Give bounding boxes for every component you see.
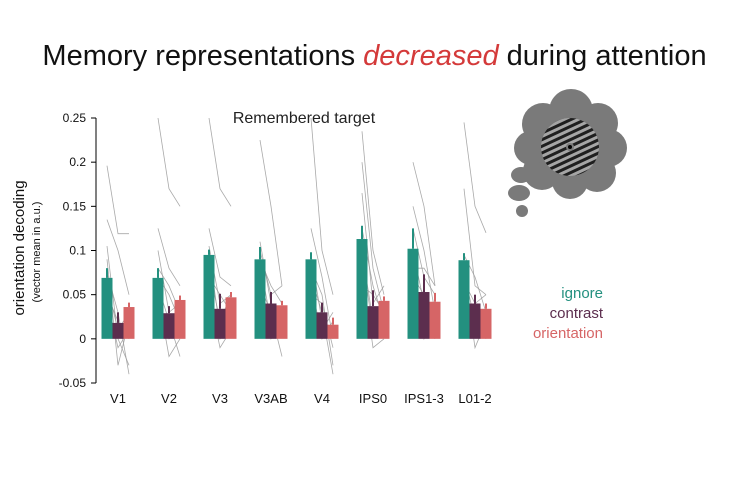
legend-contrast: contrast	[549, 305, 603, 322]
bar-ignore-IPS1-3	[407, 248, 419, 339]
bars-layer	[101, 225, 492, 339]
y-axis-label: orientation decoding	[11, 180, 28, 315]
x-tick-label-IPS0: IPS0	[359, 391, 387, 406]
y-tick-label: -0.05	[59, 376, 87, 390]
bar-orientation-V3AB	[276, 305, 288, 339]
subject-line	[412, 162, 436, 286]
subject-line	[361, 162, 385, 313]
bar-ignore-V4	[305, 259, 317, 339]
x-tick-label-V4: V4	[314, 391, 330, 406]
subject-line	[208, 117, 232, 207]
bar-orientation-IPS0	[378, 300, 390, 339]
subject-line	[463, 188, 487, 296]
bar-ignore-IPS0	[356, 239, 368, 339]
y-axis-sublabel: (vector mean in a.u.)	[31, 202, 43, 303]
subject-line	[259, 140, 283, 286]
x-tick-labels: V1 V2 V3 V3AB V4 IPS0 IPS1-3 L01-2	[110, 391, 492, 406]
y-tick-label: 0.2	[69, 155, 86, 169]
y-tick-label: 0.05	[63, 288, 87, 302]
x-tick-label-V3: V3	[212, 391, 228, 406]
bar-ignore-V3AB	[254, 259, 266, 339]
bar-contrast-V1	[112, 322, 124, 339]
bar-orientation-V4	[327, 324, 339, 339]
slide-title: Memory representations decreased during …	[0, 40, 749, 73]
bar-ignore-L01-2	[458, 260, 470, 339]
subject-line	[412, 206, 436, 313]
bar-contrast-V3	[214, 308, 226, 339]
subject-line	[106, 219, 130, 295]
slide-title-emphasis: decreased	[363, 40, 499, 72]
x-tick-label-V2: V2	[161, 391, 177, 406]
x-tick-label-V3AB: V3AB	[254, 391, 287, 406]
subject-line	[208, 228, 232, 287]
slide-title-before: Memory representations	[42, 40, 364, 72]
subject-line	[157, 228, 181, 287]
y-axis: -0.05 0 0.05 0.1 0.15 0.2 0.25	[59, 111, 97, 390]
bar-contrast-IPS1-3	[418, 292, 430, 339]
chart-title: Remembered target	[233, 110, 376, 127]
y-tick-label: 0	[79, 332, 86, 346]
y-tick-label: 0.25	[63, 111, 87, 125]
thought-bubble-icon	[508, 89, 627, 217]
bar-contrast-IPS0	[367, 306, 379, 339]
subject-line	[463, 122, 487, 233]
bar-orientation-V3	[225, 297, 237, 339]
bar-orientation-V2	[174, 299, 186, 339]
x-tick-label-V1: V1	[110, 391, 126, 406]
subject-line	[310, 117, 334, 295]
y-tick-label: 0.1	[69, 244, 86, 258]
subject-line	[106, 165, 129, 235]
x-tick-label-IPS1-3: IPS1-3	[404, 391, 444, 406]
slide-title-after: during attention	[498, 40, 707, 72]
bar-contrast-V4	[316, 312, 328, 339]
subject-line	[361, 131, 385, 295]
bar-ignore-V1	[101, 277, 113, 339]
bar-contrast-V3AB	[265, 303, 277, 339]
x-tick-label-L01-2: L01-2	[458, 391, 491, 406]
bar-orientation-L01-2	[480, 308, 492, 339]
bar-orientation-IPS1-3	[429, 301, 441, 339]
bar-orientation-V1	[123, 307, 135, 339]
subject-line	[157, 117, 181, 207]
y-tick-label: 0.15	[63, 199, 87, 213]
bar-ignore-V3	[203, 254, 215, 339]
bar-ignore-V2	[152, 277, 164, 339]
legend-ignore: ignore	[561, 285, 603, 302]
bar-contrast-V2	[163, 313, 175, 339]
bar-contrast-L01-2	[469, 303, 481, 339]
legend-orientation: orientation	[532, 325, 603, 342]
